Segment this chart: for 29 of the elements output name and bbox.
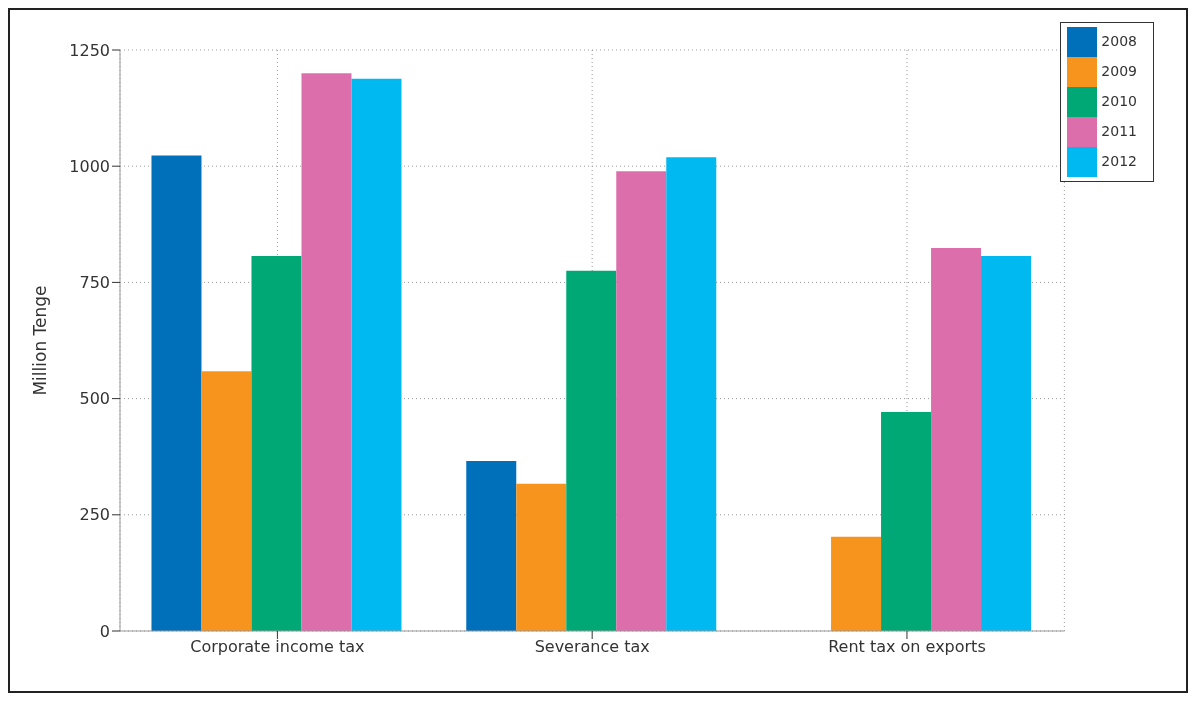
bar: [881, 412, 932, 631]
x-tick-label: Corporate income tax: [190, 637, 365, 657]
y-tick-label: 250: [79, 505, 110, 525]
bar: [616, 171, 667, 631]
bar: [351, 78, 402, 631]
y-axis-title: Million Tenge: [30, 285, 51, 396]
bar: [931, 248, 982, 631]
legend-label: 2009: [1101, 63, 1137, 79]
bar: [666, 157, 717, 631]
bar: [981, 255, 1032, 631]
bar: [466, 460, 517, 631]
bar: [516, 483, 567, 631]
bar: [251, 255, 302, 631]
bar: [151, 155, 202, 631]
x-tick-label: Rent tax on exports: [828, 637, 986, 657]
legend-label: 2012: [1101, 153, 1137, 169]
y-tick-label: 500: [79, 389, 110, 409]
legend-label: 2011: [1101, 123, 1137, 139]
legend-label: 2008: [1101, 33, 1137, 49]
bar: [201, 371, 252, 631]
x-tick-label: Severance tax: [534, 637, 650, 657]
y-tick-label: 1250: [69, 40, 110, 60]
bar: [566, 270, 617, 631]
bar: [301, 73, 352, 631]
y-tick-label: 1000: [69, 156, 110, 176]
legend-label: 2010: [1101, 93, 1137, 109]
y-tick-label: 0: [99, 621, 110, 641]
y-tick-label: 750: [79, 273, 110, 293]
bar: [831, 536, 882, 631]
